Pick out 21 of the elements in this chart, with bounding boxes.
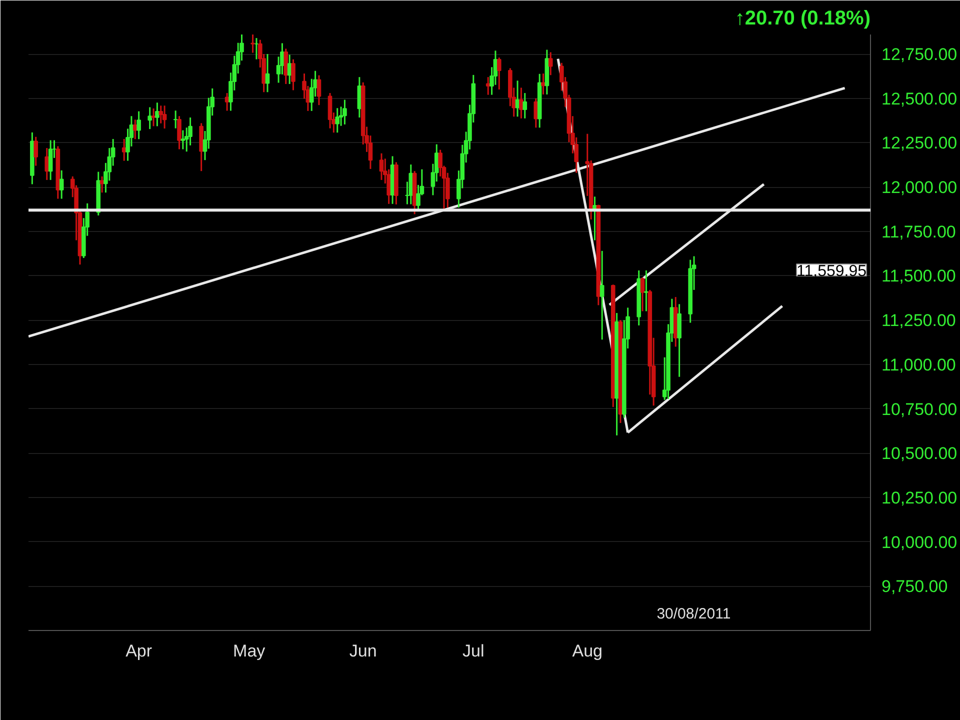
y-tick-label: 12,750.00 [882,45,958,64]
y-tick-label: 11,750.00 [882,222,956,242]
y-tick-label: 10,250.00 [882,488,958,508]
text: ↑20.70 (0.18%) [734,8,871,30]
y-tick-label: 9,750.00 [882,577,948,596]
x-tick-label: Jun [349,642,377,660]
y-tick-label: 10,750.00 [882,400,958,419]
y-tick-label: 11,500.00 [882,266,956,286]
y-tick-label: 11,250.00 [882,311,956,330]
y-tick-label: 12,000.00 [882,178,958,198]
x-tick-label: Jul [462,642,484,660]
y-tick-label: 12,500.00 [882,89,958,108]
x-tick-label: May [233,642,266,660]
y-tick-label: 10,000.00 [882,532,958,552]
y-tick-label: 12,250.00 [882,134,958,153]
x-tick-label: Apr [126,642,152,660]
annotation: 30/08/2011 [656,606,731,622]
y-tick-label: 11,000.00 [882,355,956,374]
annotation: 11,559.95 [796,262,867,280]
y-tick-label: 10,500.00 [882,444,958,464]
x-tick-label: Aug [572,642,603,660]
